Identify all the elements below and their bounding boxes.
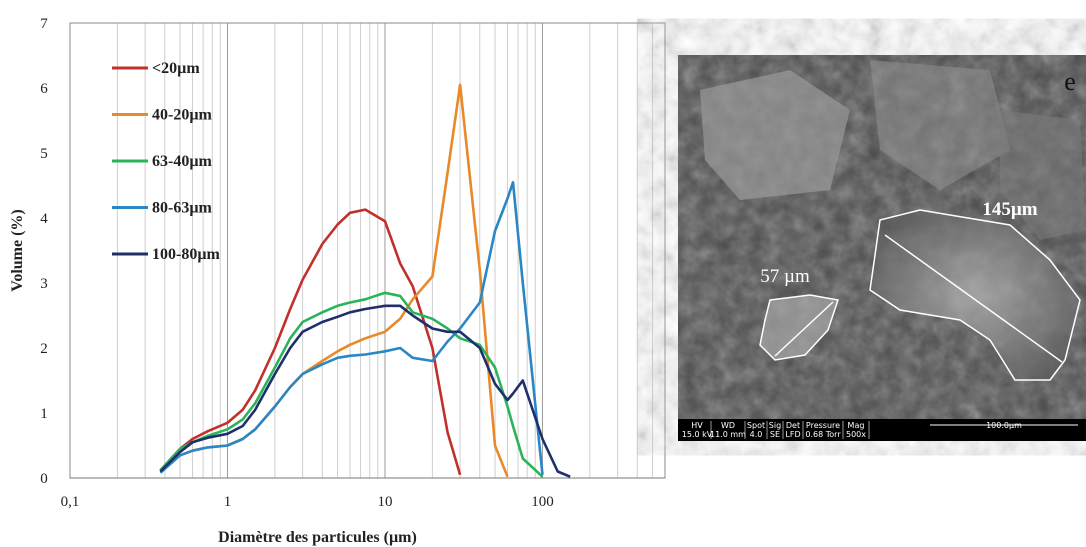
particle [700, 70, 850, 200]
y-tick-label: 4 [40, 211, 48, 227]
x-tick-label: 0,1 [61, 494, 80, 510]
info-value: LFD [785, 430, 800, 439]
legend-label: <20µm [152, 60, 200, 77]
info-label: WD [721, 421, 735, 430]
panel-label: e [1064, 67, 1076, 96]
y-tick-label: 7 [40, 16, 48, 32]
particle-outline [759, 294, 839, 361]
y-tick-label: 6 [40, 81, 48, 97]
series-line [159, 291, 544, 478]
y-tick-label: 1 [40, 406, 48, 422]
chart: 0,1 1 10 100 0 1 2 3 4 5 6 7 Diamètre des particules… [9, 16, 666, 546]
legend-label: 100-80µm [152, 246, 221, 263]
legend-label: 80-63µm [152, 200, 213, 217]
info-label: Pressure [806, 421, 840, 430]
annotation: 57 µm [760, 266, 810, 287]
y-tick-label: 3 [40, 276, 48, 292]
legend-label: 40-20µm [152, 107, 213, 124]
info-label: Spot [747, 421, 765, 430]
info-value: 0.68 Torr [805, 430, 841, 439]
x-axis-title: Diamètre des particules (µm) [218, 529, 417, 546]
particle-outline [869, 209, 1081, 381]
info-label: Sig [769, 421, 781, 430]
info-value: 500x [846, 430, 866, 439]
x-tick-label: 1 [224, 494, 232, 510]
series-line [159, 181, 544, 475]
x-tick-label: 10 [377, 494, 392, 510]
measure-line [884, 234, 1063, 363]
y-axis-title: Volume (%) [9, 209, 26, 292]
info-value: 15.0 kV [682, 430, 713, 439]
annotation: 145µm [982, 199, 1037, 220]
y-tick-label: 0 [40, 471, 48, 487]
info-value: SE [770, 430, 780, 439]
particle [1000, 110, 1086, 240]
y-tick-label: 5 [40, 146, 48, 162]
series-line [159, 304, 571, 478]
series-line [159, 208, 462, 476]
info-label: Mag [848, 421, 865, 430]
info-value: 4.0 [750, 430, 763, 439]
info-label: Det [786, 421, 800, 430]
measure-line [774, 301, 834, 357]
x-tick-label: 100 [531, 494, 554, 510]
y-tick-label: 2 [40, 341, 48, 357]
particle [760, 295, 838, 360]
scale-bar-label: 100.0µm [986, 421, 1022, 430]
legend-label: 63-40µm [152, 153, 213, 170]
info-value: 11.0 mm [710, 430, 746, 439]
info-label: HV [691, 421, 703, 430]
particle [870, 60, 1010, 190]
